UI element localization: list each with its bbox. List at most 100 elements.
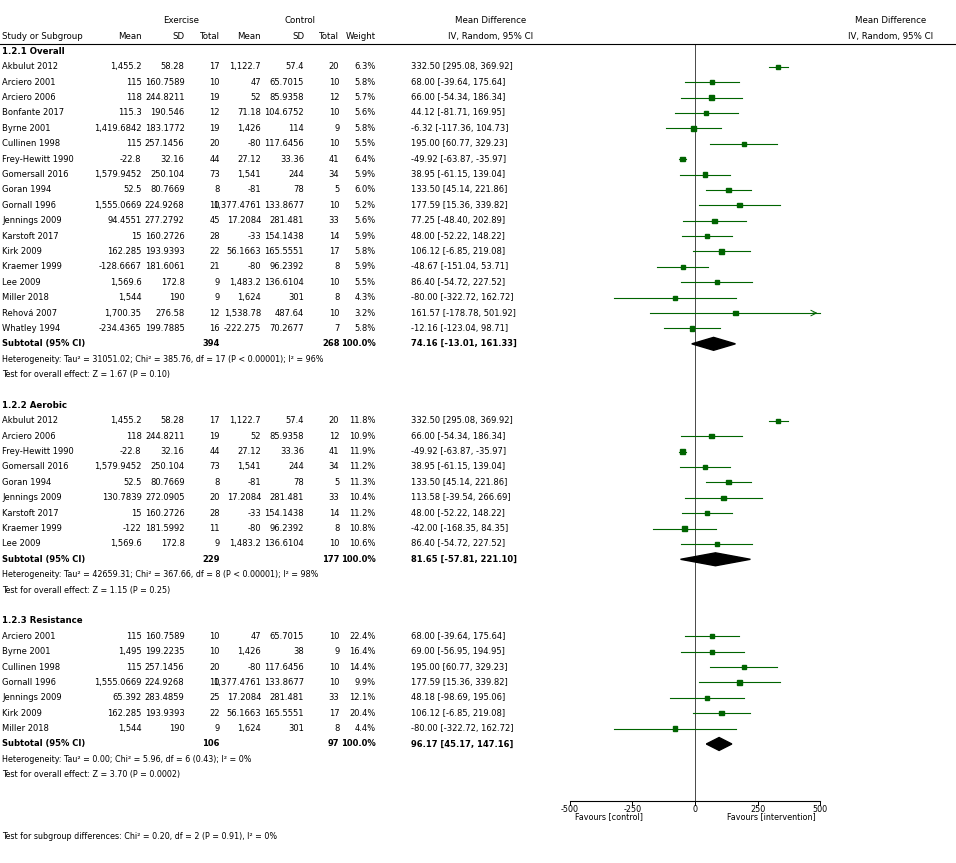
Text: 8: 8 bbox=[334, 293, 339, 302]
Text: 118: 118 bbox=[125, 93, 141, 102]
Text: Test for overall effect: Z = 1.15 (P = 0.25): Test for overall effect: Z = 1.15 (P = 0… bbox=[2, 586, 170, 595]
Text: Arciero 2006: Arciero 2006 bbox=[2, 432, 55, 441]
Text: 9: 9 bbox=[335, 647, 339, 656]
Text: 38.95 [-61.15, 139.04]: 38.95 [-61.15, 139.04] bbox=[411, 170, 505, 179]
Bar bbox=[742, 665, 746, 669]
Text: 1,455.2: 1,455.2 bbox=[110, 62, 141, 72]
Bar bbox=[710, 650, 714, 654]
Text: 165.5551: 165.5551 bbox=[265, 709, 304, 718]
Text: 15: 15 bbox=[131, 508, 141, 518]
Text: 1,579.9452: 1,579.9452 bbox=[94, 463, 141, 471]
Bar bbox=[720, 711, 724, 715]
Text: Cullinen 1998: Cullinen 1998 bbox=[2, 663, 60, 671]
Text: Arciero 2001: Arciero 2001 bbox=[2, 632, 55, 640]
Text: 52.5: 52.5 bbox=[123, 478, 141, 487]
Bar bbox=[673, 727, 677, 731]
Text: 9: 9 bbox=[335, 124, 339, 133]
Bar bbox=[733, 311, 738, 315]
Text: 257.1456: 257.1456 bbox=[145, 663, 185, 671]
Text: 1,541: 1,541 bbox=[237, 463, 261, 471]
Text: 160.7589: 160.7589 bbox=[144, 78, 185, 86]
Text: -128.6667: -128.6667 bbox=[98, 262, 141, 271]
Bar bbox=[714, 542, 719, 546]
Text: 73: 73 bbox=[209, 170, 220, 179]
Text: 115: 115 bbox=[126, 632, 141, 640]
Text: 5.8%: 5.8% bbox=[355, 78, 376, 86]
Text: 17: 17 bbox=[329, 709, 339, 718]
Text: 332.50 [295.08, 369.92]: 332.50 [295.08, 369.92] bbox=[411, 62, 512, 72]
Text: 14: 14 bbox=[329, 231, 339, 241]
Bar bbox=[712, 218, 716, 223]
Bar bbox=[703, 465, 706, 469]
Text: -49.92 [-63.87, -35.97]: -49.92 [-63.87, -35.97] bbox=[411, 154, 507, 164]
Text: 9.9%: 9.9% bbox=[355, 678, 376, 687]
Text: -234.4365: -234.4365 bbox=[98, 324, 141, 333]
Text: 1,495: 1,495 bbox=[118, 647, 141, 656]
Text: 10: 10 bbox=[329, 539, 339, 548]
Text: 33: 33 bbox=[329, 494, 339, 502]
Text: 32.16: 32.16 bbox=[161, 154, 185, 164]
Text: 5.9%: 5.9% bbox=[355, 262, 376, 271]
Text: 154.1438: 154.1438 bbox=[265, 231, 304, 241]
Text: 73: 73 bbox=[209, 463, 220, 471]
Text: 1,483.2: 1,483.2 bbox=[229, 539, 261, 548]
Text: SD: SD bbox=[292, 32, 304, 41]
Text: 85.9358: 85.9358 bbox=[270, 93, 304, 102]
Text: 8: 8 bbox=[334, 724, 339, 733]
Text: 10: 10 bbox=[329, 109, 339, 117]
Text: -80: -80 bbox=[248, 262, 261, 271]
Text: 257.1456: 257.1456 bbox=[145, 139, 185, 148]
Text: Goran 1994: Goran 1994 bbox=[2, 186, 52, 194]
Text: 45: 45 bbox=[209, 217, 220, 225]
Text: 277.2792: 277.2792 bbox=[144, 217, 185, 225]
Text: 332.50 [295.08, 369.92]: 332.50 [295.08, 369.92] bbox=[411, 416, 512, 425]
Text: 1,555.0669: 1,555.0669 bbox=[94, 678, 141, 687]
Bar bbox=[710, 634, 714, 639]
Text: 160.7589: 160.7589 bbox=[144, 632, 185, 640]
Text: 1,624: 1,624 bbox=[237, 293, 261, 302]
Text: Test for subgroup differences: Chi² = 0.20, df = 2 (P = 0.91), I² = 0%: Test for subgroup differences: Chi² = 0.… bbox=[2, 832, 277, 841]
Text: 117.6456: 117.6456 bbox=[264, 663, 304, 671]
Text: 177: 177 bbox=[322, 555, 339, 564]
Text: 1,122.7: 1,122.7 bbox=[229, 416, 261, 425]
Text: 11: 11 bbox=[209, 524, 220, 533]
Text: -49.92 [-63.87, -35.97]: -49.92 [-63.87, -35.97] bbox=[411, 447, 507, 456]
Text: 115.3: 115.3 bbox=[118, 109, 141, 117]
Text: 199.7885: 199.7885 bbox=[144, 324, 185, 333]
Text: Akbulut 2012: Akbulut 2012 bbox=[2, 416, 58, 425]
Text: -48.67 [-151.04, 53.71]: -48.67 [-151.04, 53.71] bbox=[411, 262, 509, 271]
Text: 281.481: 281.481 bbox=[270, 494, 304, 502]
Text: Subtotal (95% CI): Subtotal (95% CI) bbox=[2, 740, 85, 748]
Text: 57.4: 57.4 bbox=[286, 62, 304, 72]
Text: 10.9%: 10.9% bbox=[349, 432, 376, 441]
Text: 5.8%: 5.8% bbox=[355, 324, 376, 333]
Text: 78: 78 bbox=[293, 478, 304, 487]
Text: 177.59 [15.36, 339.82]: 177.59 [15.36, 339.82] bbox=[411, 201, 508, 210]
Bar bbox=[709, 96, 714, 100]
Text: 22: 22 bbox=[209, 709, 220, 718]
Text: 133.8677: 133.8677 bbox=[264, 201, 304, 210]
Text: 244.8211: 244.8211 bbox=[145, 432, 185, 441]
Text: 10: 10 bbox=[329, 139, 339, 148]
Text: 12: 12 bbox=[329, 93, 339, 102]
Text: 33.36: 33.36 bbox=[280, 447, 304, 456]
Text: 5.5%: 5.5% bbox=[355, 139, 376, 148]
Text: 17: 17 bbox=[209, 416, 220, 425]
Text: 15: 15 bbox=[131, 231, 141, 241]
Text: -81: -81 bbox=[248, 478, 261, 487]
Text: 8: 8 bbox=[334, 524, 339, 533]
Bar bbox=[722, 495, 726, 500]
Text: 5.8%: 5.8% bbox=[355, 247, 376, 256]
Text: 195.00 [60.77, 329.23]: 195.00 [60.77, 329.23] bbox=[411, 139, 508, 148]
Text: 1.2.1 Overall: 1.2.1 Overall bbox=[2, 47, 65, 56]
Text: Heterogeneity: Tau² = 0.00; Chi² = 5.96, df = 6 (0.43); I² = 0%: Heterogeneity: Tau² = 0.00; Chi² = 5.96,… bbox=[2, 755, 251, 764]
Text: 224.9268: 224.9268 bbox=[145, 678, 185, 687]
Text: 250.104: 250.104 bbox=[150, 170, 185, 179]
Text: 283.4859: 283.4859 bbox=[144, 693, 185, 702]
Text: Karstoft 2017: Karstoft 2017 bbox=[2, 231, 58, 241]
Text: 4.3%: 4.3% bbox=[355, 293, 376, 302]
Bar bbox=[681, 157, 684, 161]
Text: Frey-Hewitt 1990: Frey-Hewitt 1990 bbox=[2, 154, 74, 164]
Text: 11.9%: 11.9% bbox=[349, 447, 376, 456]
Text: 19: 19 bbox=[209, 124, 220, 133]
